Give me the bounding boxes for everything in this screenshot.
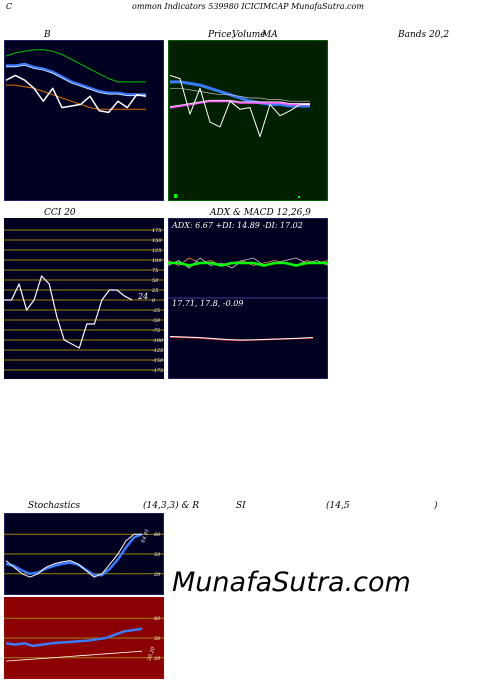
stoch-d-line [5, 533, 143, 577]
stoch-params: (14,3,3) & R [143, 501, 200, 511]
cci-tick-label: 100 [152, 258, 162, 264]
bollinger-series [5, 49, 147, 114]
stoch-panel: 80 50 20 64.01 [3, 512, 165, 596]
ma-pink-highlight [169, 99, 310, 107]
bands-title: Bands 20,2 [398, 30, 450, 40]
adx-bg [167, 217, 329, 299]
price-title-3: MA [262, 30, 278, 40]
rsi-tick-label: 20 [153, 656, 161, 662]
price-title-2: Volume [232, 30, 266, 40]
bollinger-chart [3, 39, 165, 202]
cci-chart: 175 150 125 100 75 50 25 0 -25 -50 -75 -100 -125 -150… [4, 218, 164, 379]
adx-series [167, 257, 329, 269]
cci-tick-label: 175 [152, 228, 162, 234]
rsi-close: ) [434, 501, 438, 511]
middle-band-line [6, 62, 146, 97]
price-line [5, 74, 147, 114]
rsi-params: (14,5 [326, 501, 350, 511]
cci-tick-label: -175 [152, 368, 163, 374]
rsi-title: SI [236, 501, 246, 511]
cci-tick-label: 25 [151, 288, 158, 294]
macd-series [169, 336, 314, 342]
adx-title: ADX & MACD 12,26,9 [210, 208, 311, 218]
price-panel [167, 39, 329, 202]
adx-values-text: ADX: 6.67 +DI: 14.89 -DI: 17.02 [172, 221, 303, 230]
stoch-chart: 80 50 20 64.01 [3, 512, 165, 596]
rsi-panel: 80 50 20 20.20 [3, 596, 165, 680]
macd-panel: 17.71, 17.8, -0.09 [167, 297, 329, 380]
adx-line [168, 261, 328, 267]
middle-band-highlight [6, 64, 146, 97]
watermark: MunafaSutra.com [172, 567, 411, 598]
adx-chart [167, 217, 329, 299]
price-bg [167, 39, 329, 202]
ma-pink-line [169, 100, 310, 109]
rsi-ma-line [5, 650, 143, 662]
cci-tick-label: 0 [152, 298, 156, 304]
bollinger-title: B [44, 30, 51, 40]
macd-values-text: 17.71, 17.8, -0.09 [172, 299, 244, 308]
lower-band-line [6, 84, 146, 110]
macd-chart [167, 297, 329, 380]
cci-tick-label: -25 [152, 308, 160, 314]
stoch-tick-label: 80 [154, 532, 161, 538]
cci-line [4, 275, 133, 349]
header-title: ommon Indicators 539980 ICICIMCAP Munafa… [132, 2, 364, 11]
cci-tick-label: 50 [152, 278, 159, 284]
cci-tick-label: -50 [152, 318, 161, 324]
cci-tick-label: -125 [152, 348, 163, 354]
stoch-tick-label: 20 [153, 572, 161, 578]
ma-grey-line [170, 87, 310, 102]
cci-tick-label: -150 [152, 358, 164, 364]
rsi-line [5, 627, 143, 648]
volume-bar [298, 196, 300, 198]
price-chart [167, 39, 329, 202]
adx-panel: ADX: 6.67 +DI: 14.89 -DI: 17.02 [167, 217, 329, 299]
price-line [169, 74, 310, 138]
stoch-title: Stochastics [28, 501, 81, 511]
rsi-tick-label: 80 [154, 616, 161, 622]
cci-series: 175 150 125 100 75 50 25 0 -25 -50 -75 -100 -125 -150… [4, 228, 164, 374]
cci-tick-label: 150 [152, 238, 162, 244]
cci-panel: 175 150 125 100 75 50 25 0 -25 -50 -75 -100 -125 -150… [4, 218, 164, 379]
header-left-char: C [6, 2, 13, 11]
rsi-tick-label: 50 [154, 636, 161, 642]
price-series [169, 74, 310, 138]
volume-bar [174, 194, 177, 198]
stoch-tick-label: 50 [154, 552, 161, 558]
bollinger-panel [3, 39, 165, 202]
upper-band-line [5, 49, 146, 83]
macd-line [169, 336, 314, 341]
stoch-series: 80 50 20 64.01 [4, 528, 164, 578]
cci-tick-label: 75 [152, 268, 158, 274]
price-title-1: Price, [208, 30, 235, 40]
stoch-last-value: 64.01 [140, 528, 151, 544]
rsi-last-value: 20.20 [146, 645, 157, 662]
cci-bg [4, 218, 164, 379]
cci-title: CCI 20 [44, 208, 76, 218]
cci-tick-label: -75 [152, 328, 160, 334]
cci-tick-label: 125 [152, 248, 162, 254]
cci-last-value: 24 [137, 292, 148, 301]
ma-blue-line [170, 80, 310, 108]
stoch-k-line [5, 533, 142, 578]
cci-tick-label: -100 [152, 338, 164, 344]
